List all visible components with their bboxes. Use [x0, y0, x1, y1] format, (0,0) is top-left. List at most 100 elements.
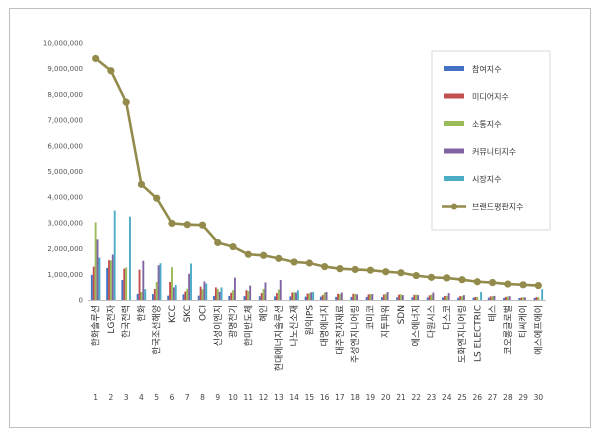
category-label: 에스에너지	[411, 305, 422, 346]
bar	[138, 269, 141, 300]
line-point	[259, 251, 268, 259]
bar	[413, 294, 416, 300]
category-label: 에스에프에이	[533, 305, 544, 355]
line-point	[458, 276, 466, 284]
bar	[321, 295, 324, 300]
rank-label: 3	[124, 393, 129, 402]
bar	[277, 289, 280, 300]
rank-label: 4	[139, 393, 144, 402]
bar	[293, 292, 296, 300]
category-label: 나노신소재	[289, 305, 300, 346]
bar	[129, 216, 131, 300]
bar	[98, 257, 101, 300]
bar	[518, 297, 521, 300]
rank-label: 14	[289, 393, 299, 402]
bar	[338, 294, 341, 300]
bar	[113, 210, 116, 300]
rank-label: 2	[109, 393, 114, 402]
bar	[247, 291, 250, 300]
chart-frame: 0 1,000,000 2,000,000 3,000,000 4,000,000 5,0…	[9, 8, 591, 428]
bar	[506, 296, 509, 300]
line-point	[366, 266, 375, 274]
line-point	[412, 271, 420, 280]
bar	[462, 295, 465, 300]
bar	[445, 295, 448, 300]
legend-label: 브랜드평판지수	[472, 202, 524, 212]
legend-swatch	[444, 176, 464, 181]
bar	[508, 296, 511, 300]
bar	[304, 296, 307, 300]
line-point	[382, 268, 390, 276]
bar	[190, 263, 192, 300]
bar	[289, 296, 292, 300]
bar	[230, 292, 233, 300]
bar	[386, 292, 389, 300]
bar	[174, 285, 177, 300]
bar	[312, 292, 315, 300]
line-point	[397, 269, 405, 277]
rank-label: 13	[274, 393, 284, 402]
bar	[323, 292, 326, 300]
category-label: 한화	[136, 305, 147, 322]
bar	[184, 291, 187, 300]
line-point	[107, 67, 115, 75]
bar	[232, 290, 234, 300]
rank-label: 27	[488, 393, 498, 402]
bar	[233, 277, 236, 300]
line-point	[122, 98, 130, 106]
bar	[400, 294, 402, 300]
bar	[335, 296, 338, 300]
line-point	[488, 278, 497, 287]
category-label: 원익IPS	[303, 305, 315, 336]
y-tick-label: 7,000,000	[47, 117, 83, 125]
line-point	[504, 280, 512, 288]
bar	[291, 292, 294, 300]
category-label: 주성엔지니어링	[349, 305, 361, 363]
legend-label: 커뮤니티지수	[472, 147, 516, 157]
line-point	[198, 221, 207, 229]
y-tick-label: 3,000,000	[47, 219, 83, 227]
line-point	[427, 273, 436, 281]
legend-swatch	[444, 93, 464, 99]
category-label: 광명전기	[227, 305, 239, 338]
legend-label: 미디어지수	[472, 92, 509, 102]
bar	[369, 294, 372, 300]
category-label: 신성이엔지	[213, 305, 224, 346]
y-tick-label: 4,000,000	[47, 194, 83, 202]
bar	[121, 279, 124, 300]
rank-label: 12	[259, 393, 269, 402]
rank-label: 7	[185, 393, 190, 402]
bar	[325, 292, 328, 300]
legend-label: 소통지수	[472, 120, 501, 129]
category-label: 한국조선해양	[152, 305, 163, 355]
y-tick-label: 5,000,000	[47, 168, 83, 176]
category-label: 대명에너지	[320, 305, 331, 346]
bar	[503, 297, 505, 300]
bar	[352, 293, 355, 300]
bar	[142, 260, 145, 300]
bar	[476, 296, 479, 300]
bar	[92, 266, 95, 300]
bar	[140, 292, 143, 300]
bar-series-group	[90, 210, 544, 300]
axes: 0 1,000,000 2,000,000 3,000,000 4,000,000 5,0…	[43, 40, 546, 305]
category-label: 대주전자재료	[335, 305, 346, 355]
bar	[188, 273, 191, 300]
y-tick-label: 8,000,000	[47, 91, 83, 99]
bar	[474, 296, 477, 300]
legend-box	[431, 50, 551, 231]
category-label: 도화엔지니어링	[456, 305, 468, 363]
line-point	[534, 282, 542, 290]
line-point	[168, 219, 176, 228]
bar	[310, 292, 313, 300]
bar	[136, 293, 139, 300]
rank-label: 20	[381, 393, 391, 402]
category-label: 코미코	[365, 305, 376, 330]
line-point	[183, 221, 191, 229]
category-label: KCC	[168, 305, 178, 323]
bar	[520, 297, 523, 300]
line-point	[244, 250, 252, 258]
bar	[480, 292, 483, 300]
bar	[489, 296, 492, 300]
bar	[535, 297, 538, 300]
